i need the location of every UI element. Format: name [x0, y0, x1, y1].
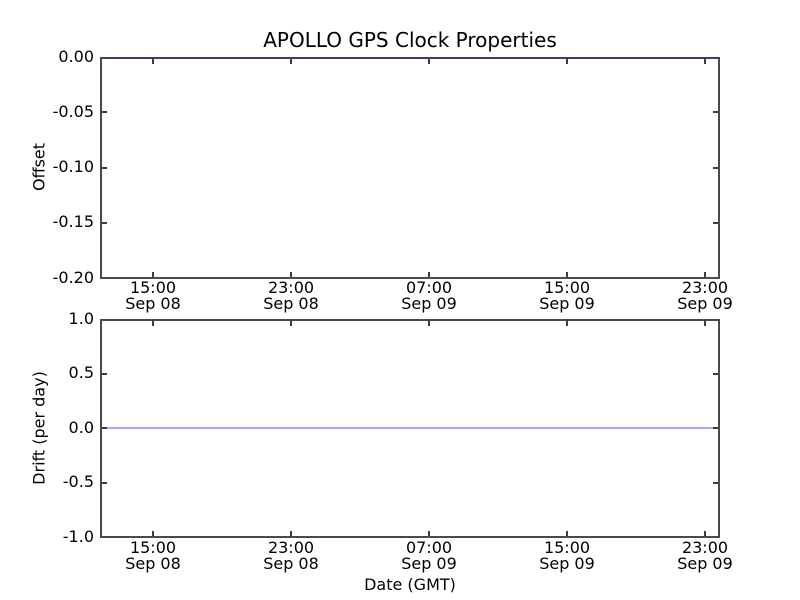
tick-mark [152, 321, 154, 326]
tick-mark [713, 482, 718, 484]
tick-mark [713, 427, 718, 429]
chart-title: APOLLO GPS Clock Properties [263, 28, 557, 52]
ytick-label: 1.0 [68, 309, 94, 328]
xtick-label: 15:00 Sep 09 [539, 278, 595, 313]
xtick-label: 15:00 Sep 08 [125, 278, 181, 313]
tick-mark [102, 482, 107, 484]
tick-mark [290, 272, 292, 277]
xtick-label: 23:00 Sep 09 [677, 538, 733, 573]
xtick-label: 23:00 Sep 08 [263, 278, 319, 313]
tick-mark [566, 531, 568, 536]
xtick-label: 07:00 Sep 09 [401, 278, 457, 313]
tick-mark [713, 373, 718, 375]
ytick-label: -0.05 [52, 102, 94, 121]
tick-mark [102, 167, 107, 169]
tick-mark [713, 222, 718, 224]
xtick-label: 15:00 Sep 09 [539, 538, 595, 573]
date-axis-label: Date (GMT) [364, 575, 456, 594]
tick-mark [428, 531, 430, 536]
xtick-label: 15:00 Sep 08 [125, 538, 181, 573]
drift-zero-line [102, 427, 718, 429]
tick-mark [102, 373, 107, 375]
tick-mark [428, 321, 430, 326]
ytick-label: -1.0 [62, 527, 94, 546]
offset-plot-area [100, 57, 720, 279]
tick-mark [428, 272, 430, 277]
tick-mark [102, 111, 107, 113]
tick-mark [704, 531, 706, 536]
tick-mark [290, 59, 292, 64]
drift-plot-area [100, 319, 720, 538]
tick-mark [713, 111, 718, 113]
tick-mark [704, 321, 706, 326]
xtick-label: 07:00 Sep 09 [401, 538, 457, 573]
tick-mark [428, 59, 430, 64]
tick-mark [290, 531, 292, 536]
ytick-label: -0.10 [52, 157, 94, 176]
xtick-label: 23:00 Sep 08 [263, 538, 319, 573]
ytick-label: 0.00 [58, 47, 94, 66]
tick-mark [102, 222, 107, 224]
ytick-label: -0.20 [52, 268, 94, 287]
ytick-label: 0.5 [68, 363, 94, 382]
ytick-label: -0.15 [52, 212, 94, 231]
tick-mark [102, 427, 107, 429]
tick-mark [152, 272, 154, 277]
drift-axis-label: Drift (per day) [29, 371, 49, 485]
tick-mark [566, 272, 568, 277]
ytick-label: -0.5 [62, 472, 94, 491]
offset-axis-label: Offset [29, 142, 49, 192]
ytick-label: 0.0 [68, 418, 94, 437]
tick-mark [152, 531, 154, 536]
tick-mark [713, 167, 718, 169]
tick-mark [704, 272, 706, 277]
tick-mark [290, 321, 292, 326]
tick-mark [152, 59, 154, 64]
tick-mark [566, 59, 568, 64]
tick-mark [704, 59, 706, 64]
tick-mark [566, 321, 568, 326]
xtick-label: 23:00 Sep 09 [677, 278, 733, 313]
